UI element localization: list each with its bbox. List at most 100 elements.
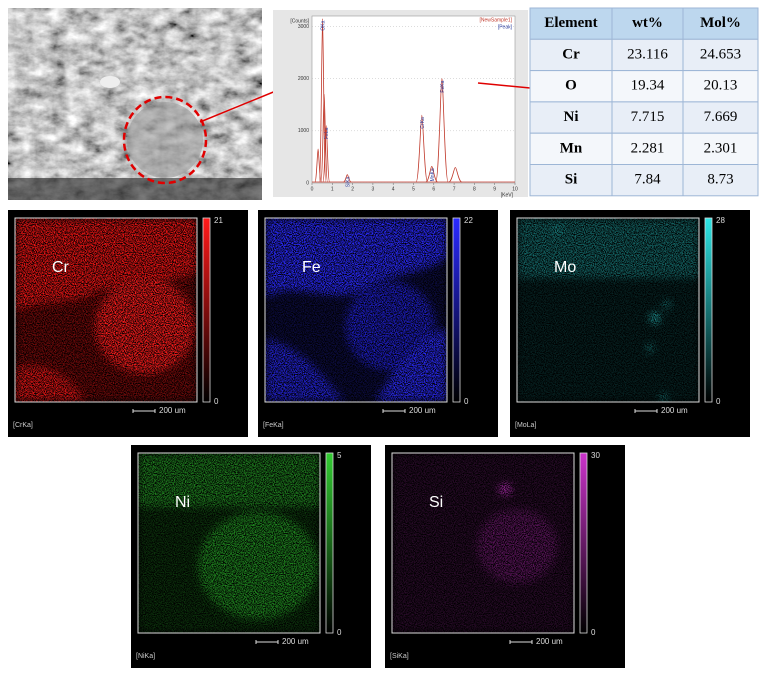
element-map: 21 0 Cr 200 um [CrKa] — [8, 210, 248, 437]
scale-label: 200 um — [536, 637, 563, 646]
table-row — [529, 101, 759, 134]
peak-label: SiKa — [345, 176, 351, 187]
colorbar — [202, 217, 211, 403]
colorbar-min: 0 — [591, 628, 596, 637]
table-header: wt% — [632, 15, 663, 31]
table-cell: 2.281 — [631, 140, 665, 156]
spectrum-peak — [425, 165, 438, 183]
y-tick-label: 0 — [306, 180, 309, 186]
element-label: Mo — [554, 259, 576, 276]
map-shapes — [392, 453, 574, 633]
map-signal — [138, 453, 320, 633]
table-cell: 19.34 — [631, 78, 665, 94]
signal-region — [345, 281, 435, 371]
x-tick-label: 5 — [412, 186, 415, 192]
map-signal — [265, 218, 447, 402]
map-shapes — [265, 218, 447, 402]
spectrum-peak — [343, 174, 352, 183]
highlight-ellipse — [122, 95, 208, 185]
signal-region — [15, 365, 85, 402]
signal-region — [265, 338, 345, 402]
table-row — [529, 38, 759, 72]
x-tick-label: 6 — [432, 186, 435, 192]
x-tick-label: 8 — [473, 186, 476, 192]
y-tick-label: 1000 — [298, 128, 309, 134]
peak-label: FeKa — [440, 80, 446, 92]
signal-region — [265, 218, 447, 298]
table-cell: Ni — [564, 109, 579, 125]
colorbar-min: 0 — [214, 397, 219, 406]
table-cell: 7.84 — [634, 172, 661, 188]
x-tick-label: 2 — [351, 186, 354, 192]
scale-label: 200 um — [409, 406, 436, 415]
colorbar — [325, 452, 334, 634]
sem-info-bar — [8, 178, 262, 200]
table-cell: O — [565, 78, 577, 94]
map-signal — [517, 218, 699, 402]
x-tick-label: 1 — [331, 186, 334, 192]
element-label: Ni — [175, 494, 190, 511]
scale-label: 200 um — [661, 406, 688, 415]
element-map: 30 0 Si 200 um [SiKa] — [385, 445, 625, 668]
signal-region — [554, 227, 560, 233]
signal-region — [499, 483, 511, 496]
signal-region — [650, 313, 660, 323]
table-cell: 23.116 — [627, 46, 668, 62]
signal-region — [198, 511, 318, 620]
legend-entry: [NewSample1] — [479, 17, 512, 23]
signal-region — [477, 508, 557, 584]
signal-region — [647, 345, 653, 351]
y-tick-label: 3000 — [298, 24, 309, 30]
map-shapes — [138, 453, 320, 633]
signal-region — [95, 278, 195, 374]
table-cell: Si — [565, 172, 578, 188]
table-cell: 7.669 — [704, 109, 738, 125]
line-label: [FeKa] — [263, 422, 284, 429]
table-row — [529, 7, 759, 40]
x-tick-label: 3 — [372, 186, 375, 192]
signal-region — [15, 218, 197, 313]
table-cell: 20.13 — [704, 78, 738, 94]
map-frame — [137, 452, 321, 634]
table-cell: 7.715 — [631, 109, 665, 125]
element-label: Si — [429, 494, 443, 511]
scale-label: 200 um — [282, 637, 309, 646]
colorbar — [704, 217, 713, 403]
spectrum-peak — [415, 114, 428, 183]
spectrum-plot — [311, 15, 516, 184]
x-tick-label: 0 — [311, 186, 314, 192]
signal-region — [664, 302, 670, 308]
x-tick-label: 7 — [453, 186, 456, 192]
table-cell: Cr — [562, 46, 580, 62]
sem-texture — [8, 8, 262, 200]
colorbar — [579, 452, 588, 634]
line-label: [CrKa] — [13, 422, 33, 429]
map-frame — [14, 217, 198, 403]
colorbar-max: 21 — [214, 216, 223, 225]
map-frame — [516, 217, 700, 403]
x-axis-label: [KeV] — [501, 192, 514, 198]
sem-bright-spot — [100, 76, 120, 88]
y-tick-label: 2000 — [298, 76, 309, 82]
y-axis-label: [Counts] — [290, 18, 309, 24]
colorbar — [452, 217, 461, 403]
element-label: Fe — [302, 259, 321, 276]
colorbar-max: 28 — [716, 216, 725, 225]
signal-region — [517, 218, 699, 278]
map-shapes — [517, 218, 699, 402]
table-cell: 24.653 — [700, 46, 741, 62]
colorbar-max: 5 — [337, 451, 342, 460]
element-label: Cr — [52, 259, 70, 276]
legend-entry: [Peak] — [498, 24, 513, 30]
element-map: 28 0 Mo 200 um [MoLa] — [510, 210, 750, 437]
colorbar-min: 0 — [464, 397, 469, 406]
colorbar-max: 22 — [464, 216, 473, 225]
signal-region — [138, 453, 320, 507]
map-shapes — [15, 218, 197, 402]
table-row — [529, 70, 759, 103]
sem-particle — [127, 102, 203, 178]
element-map: 5 0 Ni 200 um [NiKa] — [131, 445, 371, 668]
spectrum-peak — [314, 148, 322, 183]
